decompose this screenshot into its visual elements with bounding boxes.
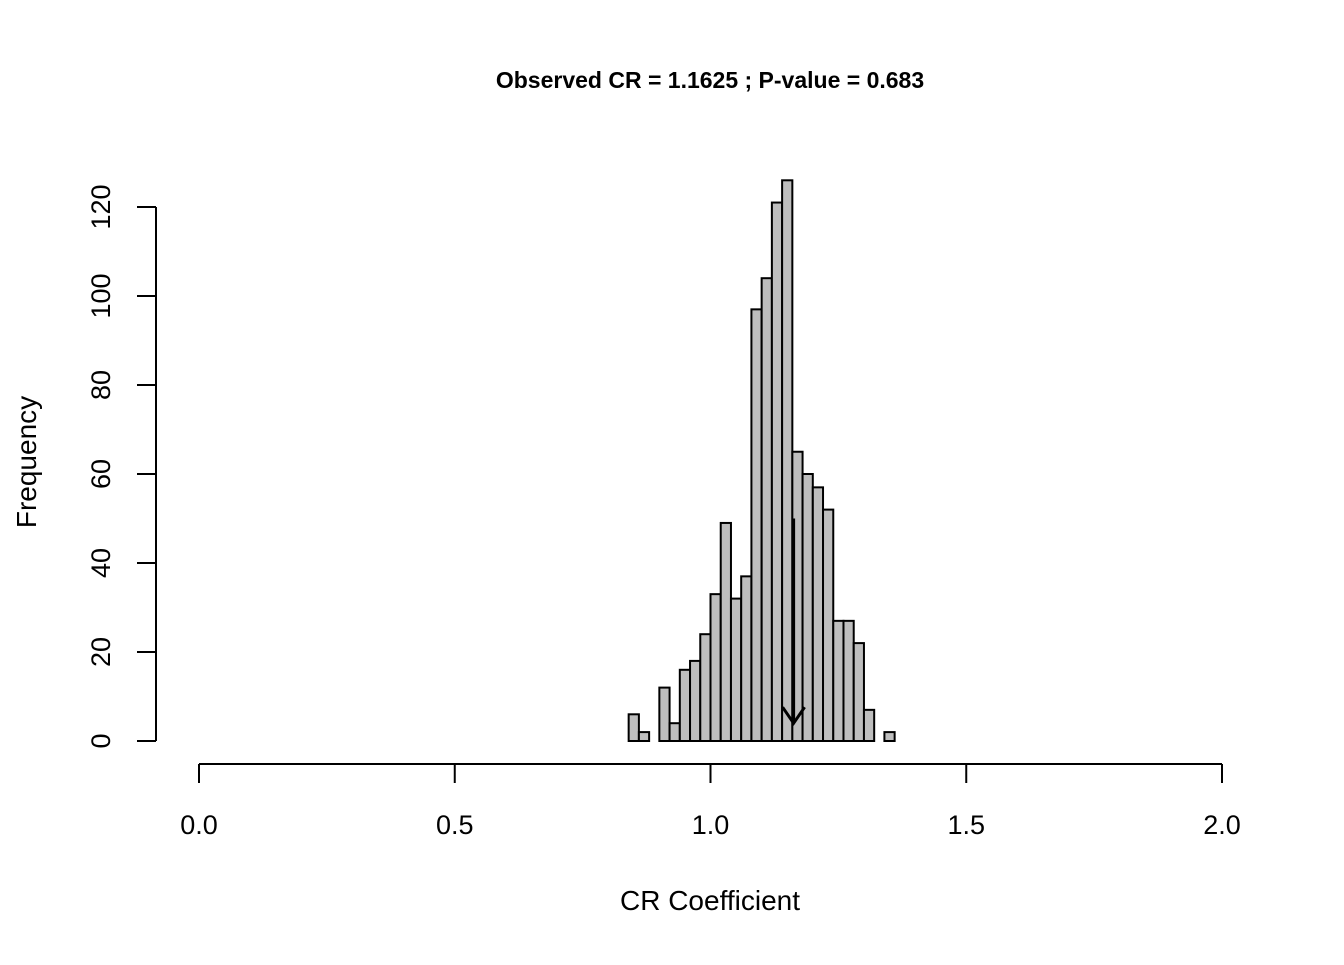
y-tick-label: 60 [86, 459, 116, 489]
y-tick-label: 120 [86, 184, 116, 229]
histogram-bar [750, 308, 763, 742]
histogram-bar [801, 473, 814, 742]
histogram-bar [719, 521, 732, 743]
x-tick-label: 2.0 [1203, 810, 1241, 840]
y-axis: 0 20 40 60 80 100 120 [86, 184, 157, 749]
x-tick-label: 0.5 [436, 810, 474, 840]
bars-group [627, 179, 896, 743]
histogram-bar [862, 708, 876, 742]
histogram-bar [637, 731, 651, 742]
observed-marker-group [781, 518, 806, 726]
y-tick-label: 0 [86, 733, 116, 748]
y-tick-label: 80 [86, 370, 116, 400]
histogram-bar [770, 201, 784, 743]
chart-title: Observed CR = 1.1625 ; P-value = 0.683 [496, 67, 924, 93]
histogram-bar [760, 277, 773, 742]
observed-value-arrow-head [781, 706, 806, 726]
histogram-bar [668, 722, 681, 743]
y-axis-label: Frequency [11, 396, 42, 528]
y-tick-label: 40 [86, 548, 116, 578]
histogram-bar [852, 642, 865, 742]
histogram-bar [740, 575, 753, 742]
x-tick-label: 1.5 [947, 810, 985, 840]
y-tick-label: 100 [86, 273, 116, 318]
histogram-bar [627, 713, 640, 742]
x-axis: 0.0 0.5 1.0 1.5 2.0 [180, 763, 1241, 840]
histogram-bar [832, 619, 845, 742]
histogram-bar [811, 486, 825, 742]
histogram-bar [658, 686, 671, 742]
x-tick-label: 1.0 [692, 810, 730, 840]
x-tick-label: 0.0 [180, 810, 218, 840]
y-tick-label: 20 [86, 637, 116, 667]
histogram-bar [678, 668, 692, 742]
x-axis-label: CR Coefficient [620, 885, 800, 916]
histogram-bar [883, 731, 896, 742]
histogram-bar [781, 179, 794, 743]
histogram-bar [822, 508, 835, 742]
histogram-bar [699, 633, 712, 743]
histogram-bar [729, 597, 743, 742]
histogram-bar [709, 593, 722, 743]
histogram-bar [689, 659, 702, 743]
histogram-bar [842, 619, 855, 742]
